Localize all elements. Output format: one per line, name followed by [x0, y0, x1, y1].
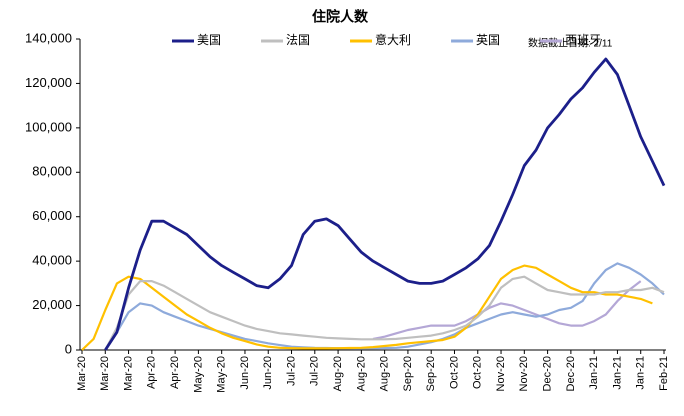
x-tick-label: Jun-20	[239, 356, 251, 390]
x-tick-label: Aug-20	[332, 356, 344, 391]
x-tick-label: Mar-20	[122, 356, 134, 391]
x-tick-label: Aug-20	[355, 356, 367, 391]
y-tick-label: 0	[65, 341, 72, 356]
x-tick-label: Jan-21	[635, 356, 647, 390]
series-line	[372, 280, 642, 340]
chart-title: 住院人数	[312, 9, 369, 25]
x-tick-label: May-20	[192, 356, 204, 393]
x-tick-label: Jan-21	[611, 356, 623, 390]
x-tick-label: Mar-20	[99, 356, 111, 391]
y-tick-label: 60,000	[32, 208, 72, 223]
legend-label: 西班牙	[565, 33, 601, 47]
y-tick-label: 140,000	[25, 30, 72, 45]
y-tick-label: 40,000	[32, 253, 72, 268]
x-tick-label: Dec-20	[565, 356, 577, 391]
series-line	[104, 262, 665, 351]
x-tick-label: Nov-20	[518, 356, 530, 391]
x-tick-label: Apr-20	[169, 356, 181, 389]
x-tick-label: Jul-20	[285, 356, 297, 386]
series-line	[104, 275, 665, 351]
x-tick-label: Mar-20	[76, 356, 88, 391]
x-tick-label: Jul-20	[309, 356, 321, 386]
legend-label: 美国	[197, 33, 221, 47]
legend-label: 英国	[476, 33, 500, 47]
series-line	[104, 57, 666, 351]
legend-label: 法国	[286, 33, 310, 47]
x-tick-label: Jan-21	[588, 356, 600, 390]
y-tick-label: 120,000	[25, 75, 72, 90]
y-tick-label: 80,000	[32, 164, 72, 179]
x-tick-label: Aug-20	[379, 356, 391, 391]
x-tick-label: Dec-20	[542, 356, 554, 391]
x-tick-label: Nov-20	[495, 356, 507, 391]
y-tick-label: 100,000	[25, 119, 72, 134]
x-tick-label: May-20	[216, 356, 228, 393]
x-tick-label: Apr-20	[146, 356, 158, 389]
x-tick-label: Feb-21	[658, 356, 670, 391]
x-tick-label: Oct-20	[472, 356, 484, 389]
series-line	[81, 264, 653, 351]
y-tick-label: 20,000	[32, 297, 72, 312]
x-tick-label: Sep-20	[425, 356, 437, 391]
x-tick-label: Sep-20	[402, 356, 414, 391]
x-tick-label: Jun-20	[262, 356, 274, 390]
x-tick-label: Oct-20	[448, 356, 460, 389]
legend-label: 意大利	[375, 32, 411, 47]
